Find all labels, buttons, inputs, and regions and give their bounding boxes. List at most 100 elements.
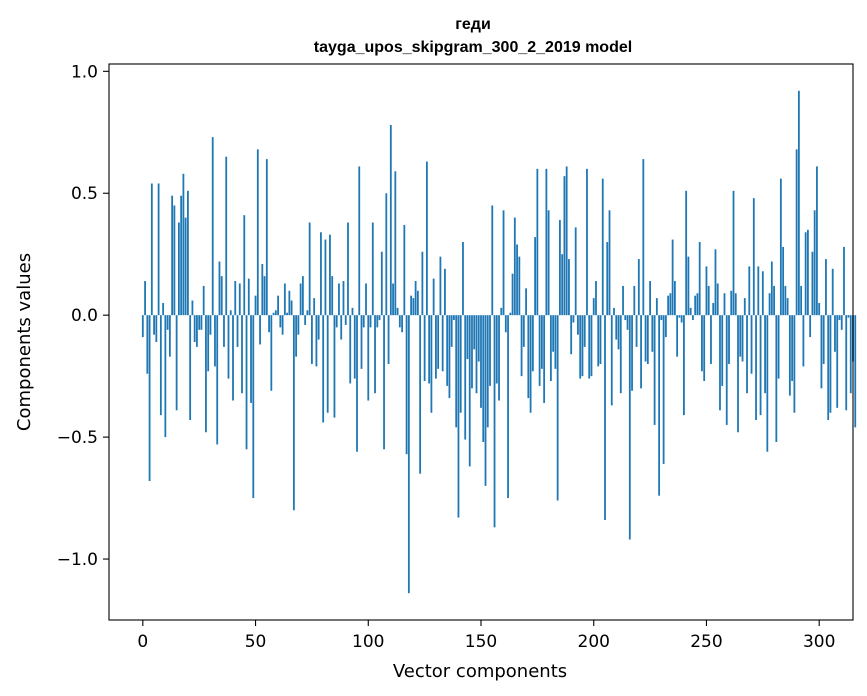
bar-248	[701, 315, 703, 372]
bar-145	[468, 315, 471, 467]
bar-19	[184, 217, 187, 316]
bar-203	[599, 315, 602, 364]
bar-251	[707, 285, 710, 316]
bar-124	[421, 251, 424, 316]
bar-50	[254, 295, 257, 316]
bar-160	[502, 210, 505, 316]
bar-0	[141, 315, 144, 338]
bar-275	[761, 271, 764, 316]
bar-259	[725, 315, 728, 425]
bar-274	[759, 315, 762, 416]
bar-204	[601, 178, 604, 316]
bar-239	[680, 315, 683, 323]
bar-6	[155, 315, 158, 342]
bar-310	[840, 315, 843, 330]
bar-278	[768, 293, 771, 316]
bar-119	[410, 295, 413, 316]
bar-17	[180, 195, 183, 316]
bar-13	[171, 195, 174, 316]
bar-33	[216, 315, 219, 445]
bar-11	[166, 315, 169, 330]
bar-104	[376, 315, 379, 328]
bar-289	[793, 315, 796, 413]
bar-51	[256, 149, 259, 316]
bar-294	[804, 232, 807, 316]
bar-161	[504, 315, 507, 333]
bar-218	[633, 285, 636, 316]
x-tick-label: 250	[690, 632, 722, 652]
bar-16	[177, 222, 180, 316]
bar-60	[277, 295, 279, 316]
bar-97	[360, 315, 363, 369]
bar-101	[369, 315, 372, 328]
bar-108	[385, 193, 388, 316]
bar-250	[705, 266, 708, 316]
bar-106	[380, 251, 383, 316]
bar-9	[162, 302, 165, 316]
bar-91	[347, 222, 349, 316]
bar-65	[288, 290, 291, 316]
bar-230	[660, 315, 663, 321]
bar-122	[416, 290, 419, 316]
bar-302	[822, 315, 825, 364]
bar-110	[389, 124, 392, 316]
bar-168	[520, 315, 523, 377]
bar-221	[640, 315, 642, 389]
bar-252	[710, 315, 712, 364]
bar-180	[547, 210, 550, 316]
bar-295	[807, 229, 809, 316]
bar-77	[315, 315, 318, 367]
bar-263	[734, 293, 737, 316]
bar-143	[464, 315, 467, 440]
bar-171	[527, 315, 530, 399]
bar-181	[549, 315, 552, 382]
bar-100	[367, 315, 370, 401]
bar-234	[669, 293, 672, 316]
bar-272	[755, 315, 757, 421]
bar-131	[437, 315, 440, 369]
bar-231	[662, 315, 665, 464]
bar-287	[788, 315, 791, 396]
bar-117	[405, 315, 408, 455]
bar-195	[581, 315, 584, 377]
bar-61	[279, 315, 282, 328]
x-ticks: 0 50 100 150 200 250 300	[137, 620, 835, 652]
bar-269	[748, 266, 751, 316]
bar-307	[834, 315, 836, 352]
bar-167	[518, 256, 521, 316]
bar-4	[150, 183, 153, 316]
bar-282	[777, 315, 780, 379]
bar-36	[223, 315, 225, 347]
bar-247	[698, 242, 701, 316]
bar-103	[374, 315, 376, 394]
bar-210	[615, 315, 618, 340]
bar-277	[766, 315, 769, 452]
bar-254	[714, 249, 717, 316]
bar-102	[371, 222, 374, 316]
bar-96	[358, 166, 361, 316]
chart-title-line1: геди	[455, 16, 491, 33]
bar-279	[770, 261, 773, 316]
bar-226	[651, 315, 654, 352]
bar-291	[797, 90, 800, 316]
bar-155	[491, 205, 494, 316]
bar-256	[719, 315, 721, 411]
y-tick-label: 1.0	[71, 62, 98, 82]
bar-81	[324, 239, 327, 316]
bar-176	[538, 315, 541, 386]
bar-305	[829, 315, 832, 413]
bar-297	[811, 251, 814, 316]
bar-114	[398, 315, 401, 328]
bar-153	[486, 315, 489, 428]
bar-232	[664, 315, 667, 338]
bar-27	[202, 285, 205, 316]
y-ticks: −1.0 −0.5 0.0 0.5 1.0	[57, 62, 109, 570]
bar-151	[482, 315, 485, 442]
bar-212	[619, 315, 622, 394]
bar-115	[401, 315, 403, 333]
bar-76	[313, 298, 316, 316]
bar-207	[608, 210, 611, 316]
bar-47	[247, 278, 250, 316]
bar-15	[175, 315, 178, 411]
